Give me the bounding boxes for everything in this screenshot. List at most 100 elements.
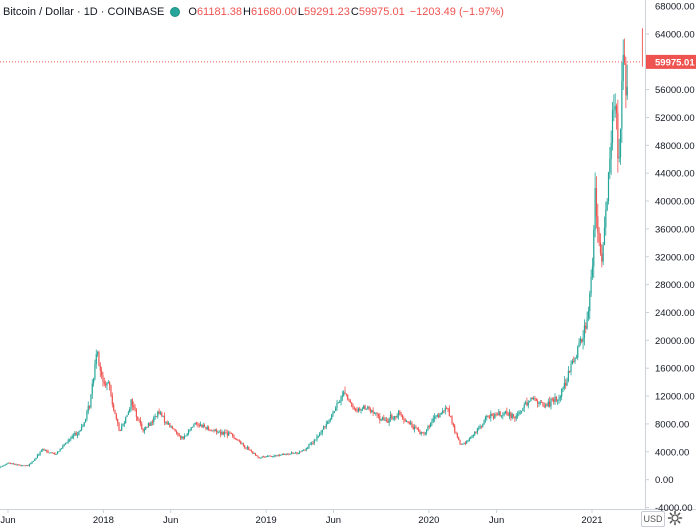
candle (373, 411, 376, 414)
candle-body (70, 438, 72, 440)
candle-body (491, 413, 493, 416)
candle (625, 56, 627, 109)
candle (606, 198, 608, 212)
candle (195, 421, 198, 426)
candle-body (119, 430, 121, 432)
candle-body (109, 382, 111, 386)
candle (126, 414, 128, 417)
candle (590, 269, 592, 297)
candle (300, 451, 302, 453)
candle-body (3, 465, 5, 466)
symbol-title[interactable]: Bitcoin / Dollar · 1D · COINBASE (3, 6, 165, 18)
candle (266, 455, 269, 457)
candle (623, 38, 626, 66)
candle-body (567, 371, 569, 381)
price-tick-label: 64000.00 (655, 29, 695, 40)
candle-body (443, 410, 445, 412)
candle (361, 406, 364, 412)
candle-body (186, 433, 188, 436)
candle (503, 411, 505, 417)
candle-body (403, 418, 405, 420)
time-tick-label: 2019 (256, 515, 277, 526)
currency-button[interactable]: USD (641, 511, 665, 527)
candle-body (121, 425, 123, 431)
candle-body (317, 435, 319, 437)
price-axis-labels[interactable]: 64000.0060000.0056000.0052000.0048000.00… (645, 2, 695, 515)
candle (605, 201, 607, 236)
candle (103, 377, 105, 387)
candle (462, 443, 464, 445)
candle (110, 384, 112, 398)
candle-body (571, 361, 573, 365)
candle (181, 435, 183, 440)
candle-body (319, 433, 321, 436)
time-axis-labels[interactable]: Jun 2018 Jun 2019 Jun 2020 Jun 2021 (0, 509, 603, 526)
candle-body (34, 459, 36, 461)
candle-body (236, 438, 238, 441)
candle-body (273, 455, 275, 457)
candle (0, 466, 2, 468)
candle (301, 450, 303, 452)
candle-body (298, 451, 301, 454)
candle (155, 416, 158, 418)
candle (622, 39, 624, 91)
candle-body (583, 325, 586, 338)
candle (18, 464, 20, 466)
candle-body (581, 339, 583, 342)
candle-body (54, 453, 56, 455)
candle-body (118, 422, 120, 431)
candle-body (98, 352, 100, 366)
candle-body (151, 421, 154, 423)
candle (610, 130, 612, 175)
candle (329, 417, 331, 423)
candle (157, 410, 159, 419)
candle (471, 434, 473, 439)
candle-body (416, 427, 418, 430)
candle (487, 415, 489, 418)
candle-body (339, 402, 341, 403)
price-tick-label: 16000.00 (655, 364, 695, 375)
candle-body (269, 455, 271, 457)
candle-body (187, 430, 190, 434)
candle (43, 448, 45, 451)
candle (586, 311, 588, 330)
candle (451, 415, 453, 425)
candle-body (470, 437, 472, 439)
candle-body (63, 444, 65, 446)
candle (8, 462, 10, 464)
candle (551, 397, 553, 402)
candle (613, 94, 615, 122)
candle (470, 436, 472, 440)
candle-body (347, 394, 349, 400)
candle (70, 436, 72, 442)
gear-icon[interactable] (667, 510, 683, 526)
candle-body (233, 435, 235, 439)
candle-body (598, 232, 600, 243)
candle-body (50, 452, 52, 454)
candle-body (51, 452, 53, 454)
price-tick-label: 56000.00 (655, 85, 695, 96)
candle (10, 462, 12, 465)
candle-body (439, 413, 441, 418)
candle (317, 435, 319, 439)
candle-body (56, 452, 59, 455)
candle (4, 464, 6, 466)
candle (384, 417, 386, 422)
candle (129, 407, 131, 413)
candle (276, 454, 278, 457)
candle-body (611, 110, 614, 143)
candlestick-series (0, 28, 643, 469)
candle (571, 358, 573, 365)
candle (146, 426, 148, 429)
candle (447, 407, 449, 413)
candle (533, 396, 535, 401)
candle-body (570, 364, 572, 372)
candle (233, 434, 235, 440)
candle (11, 463, 13, 465)
candle-body (320, 432, 322, 434)
candle-body (622, 54, 624, 82)
candle (238, 439, 240, 443)
candle-body (321, 429, 323, 433)
candle (618, 138, 620, 163)
